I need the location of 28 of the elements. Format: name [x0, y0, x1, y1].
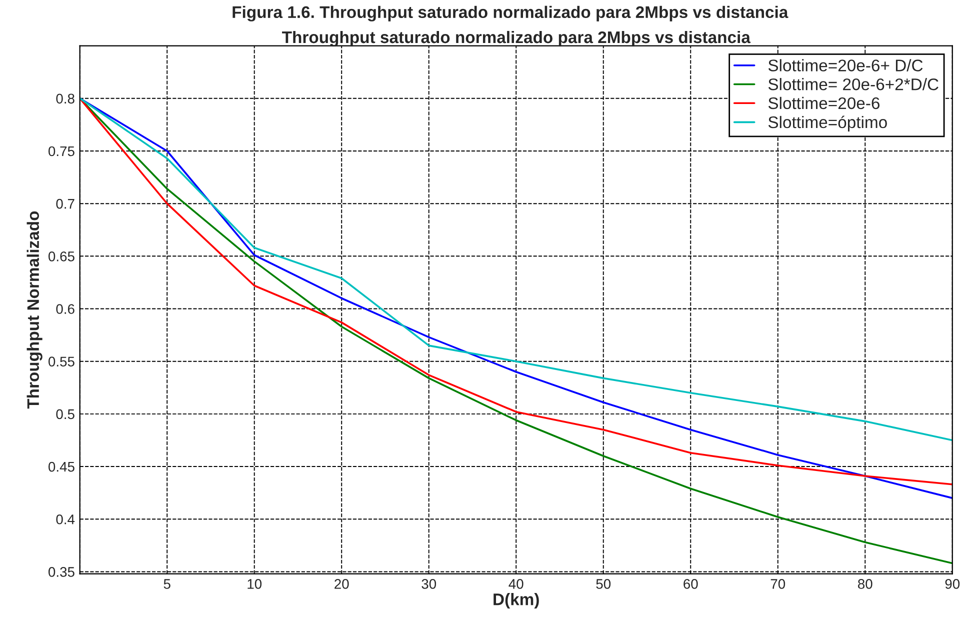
legend-label: Slottime=20e-6+ D/C: [768, 59, 923, 72]
x-tick-label: 80: [858, 579, 872, 589]
x-tick-label: 10: [248, 579, 262, 589]
chart-title: Figura 1.6. Throughput saturado normalizado para 2Mbps vs distancia: [232, 6, 788, 22]
x-tick-label: 20: [334, 579, 349, 589]
legend-label: Slottime= 20e-6+2*D/C: [768, 78, 938, 90]
y-tick-label: 0.4: [56, 514, 75, 524]
x-tick-label: 40: [508, 579, 524, 589]
y-tick-label: 0.7: [56, 198, 74, 209]
y-axis-title: Throughput Normalizado: [26, 211, 42, 409]
x-tick-label: 70: [770, 579, 786, 589]
x-tick-label: 90: [945, 579, 960, 589]
y-tick-label: 0.55: [48, 356, 74, 367]
y-tick-label: 0.5: [56, 409, 74, 420]
y-tick-label: 0.65: [48, 252, 74, 262]
x-tick-label: 60: [684, 579, 698, 589]
x-tick-label: 30: [422, 579, 436, 589]
legend-label: Slottime=20e-6: [768, 96, 880, 110]
legend-label: Slottime=óptimo: [768, 116, 887, 132]
y-tick-label: 0.35: [48, 567, 74, 577]
y-tick-label: 0.8: [56, 94, 74, 104]
y-tick-label: 0.45: [48, 462, 74, 472]
y-tick-label: 0.6: [56, 304, 74, 314]
x-axis-title: D(km): [494, 593, 539, 609]
chart-subtitle: Throughput saturado normalizado para 2Mbps vs distancia: [282, 30, 751, 47]
x-tick-label: 5: [164, 579, 170, 589]
y-tick-label: 0.75: [48, 146, 74, 156]
x-tick-label: 50: [596, 579, 611, 589]
